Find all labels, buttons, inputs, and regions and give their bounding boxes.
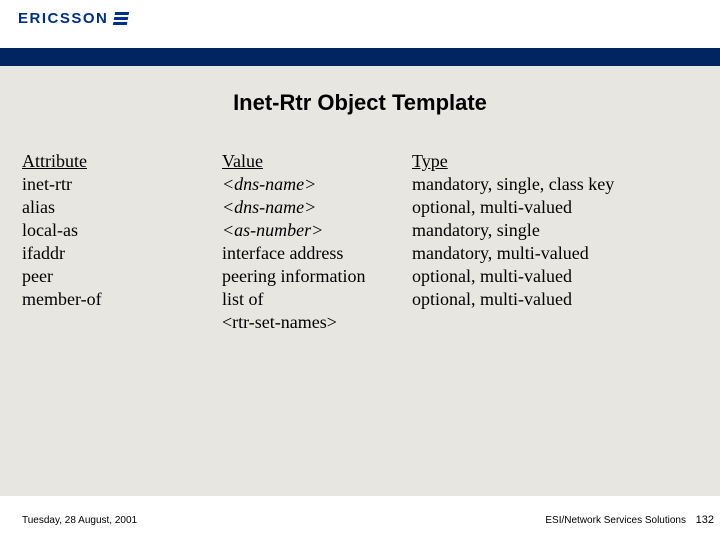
footer: Tuesday, 28 August, 2001 ESI/Network Ser… bbox=[0, 496, 720, 540]
column-type: Type mandatory, single, class key option… bbox=[412, 150, 702, 334]
header-attribute: Attribute bbox=[22, 150, 222, 173]
template-table: Attribute inet-rtr alias local-as ifaddr… bbox=[0, 150, 720, 334]
header-value: Value bbox=[222, 150, 412, 173]
cell-type: mandatory, multi-valued bbox=[412, 242, 702, 265]
footer-date: Tuesday, 28 August, 2001 bbox=[22, 515, 137, 526]
brand-stripes-icon bbox=[113, 12, 129, 25]
slide-content: Inet-Rtr Object Template Attribute inet-… bbox=[0, 66, 720, 496]
cell-val: peering information bbox=[222, 265, 412, 288]
column-value: Value <dns-name> <dns-name> <as-number> … bbox=[222, 150, 412, 334]
cell-val: <dns-name> bbox=[222, 196, 412, 219]
footer-solutions: ESI/Network Services Solutions bbox=[545, 515, 686, 526]
cell-attr: inet-rtr bbox=[22, 173, 222, 196]
cell-type: optional, multi-valued bbox=[412, 196, 702, 219]
cell-type: optional, multi-valued bbox=[412, 288, 702, 311]
cell-val-extra: <rtr-set-names> bbox=[222, 311, 412, 334]
cell-type: mandatory, single, class key bbox=[412, 173, 702, 196]
header-bar: ERICSSON bbox=[0, 0, 720, 48]
cell-attr: local-as bbox=[22, 219, 222, 242]
brand-name: ERICSSON bbox=[18, 10, 108, 27]
cell-attr: peer bbox=[22, 265, 222, 288]
column-attribute: Attribute inet-rtr alias local-as ifaddr… bbox=[22, 150, 222, 334]
cell-attr: alias bbox=[22, 196, 222, 219]
cell-attr: member-of bbox=[22, 288, 222, 311]
brand-logo: ERICSSON bbox=[18, 10, 720, 27]
cell-val: <as-number> bbox=[222, 219, 412, 242]
cell-attr: ifaddr bbox=[22, 242, 222, 265]
cell-val: <dns-name> bbox=[222, 173, 412, 196]
cell-type: optional, multi-valued bbox=[412, 265, 702, 288]
nav-bar bbox=[0, 48, 720, 66]
cell-val: list of bbox=[222, 288, 412, 311]
cell-type: mandatory, single bbox=[412, 219, 702, 242]
slide-title: Inet-Rtr Object Template bbox=[0, 90, 720, 116]
header-type: Type bbox=[412, 150, 702, 173]
footer-page-number: 132 bbox=[696, 514, 714, 526]
cell-val: interface address bbox=[222, 242, 412, 265]
